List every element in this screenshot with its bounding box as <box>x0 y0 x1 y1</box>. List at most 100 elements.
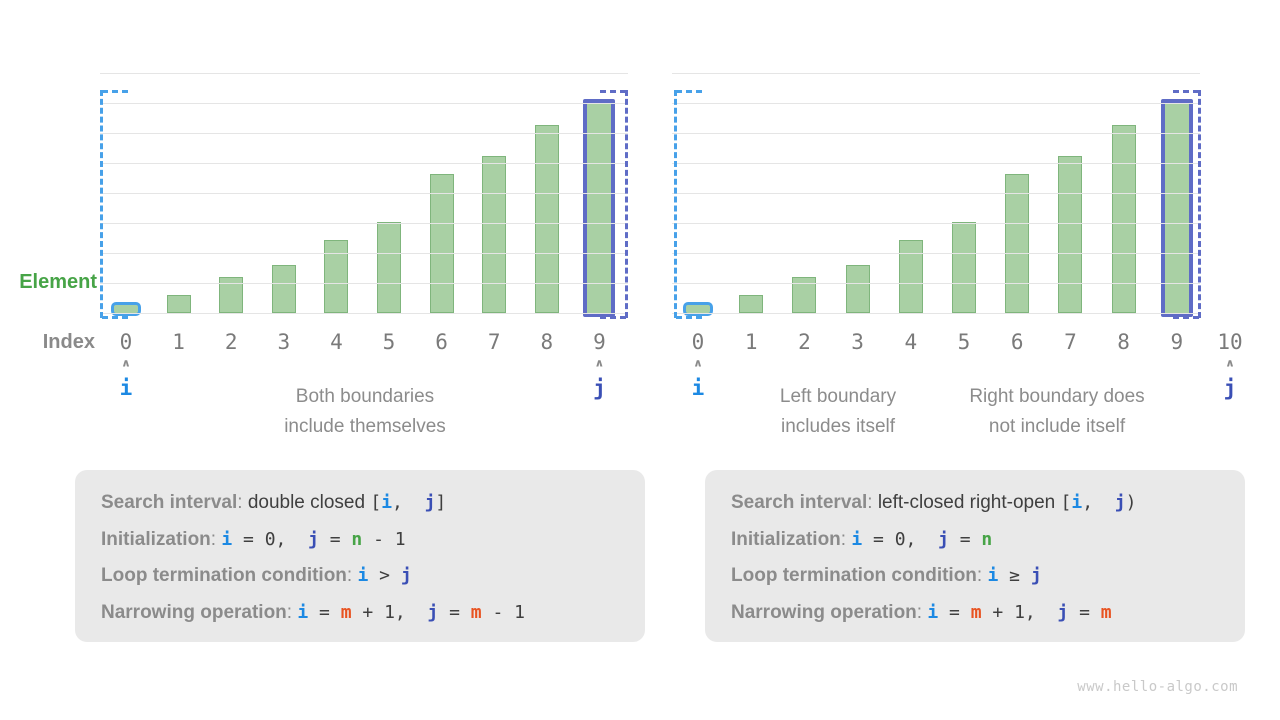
pointer-label-j: j <box>593 376 606 400</box>
gridline <box>672 133 1200 134</box>
index-tick-label: 9 <box>1170 330 1184 354</box>
bar-highlighted-i <box>111 302 141 316</box>
bar <box>952 222 976 313</box>
code-fragment: = <box>438 601 471 623</box>
bar <box>1111 125 1136 313</box>
code-fragment: - 1 <box>481 601 525 623</box>
gridline <box>100 313 628 314</box>
bar <box>271 265 296 313</box>
code-fragment: - 1 <box>362 528 406 550</box>
index-tick-label: 0 <box>691 330 705 354</box>
index-tick-label: 6 <box>1010 330 1024 354</box>
info-box-line: Narrowing operation: i = m + 1, j = m - … <box>101 595 619 632</box>
index-tick-label: 1 <box>744 330 758 354</box>
info-box-line: Search interval: double closed [i, j] <box>101 485 619 522</box>
index-tick-label: 7 <box>487 330 501 354</box>
bar <box>534 125 559 313</box>
code-fragment: n <box>351 528 363 550</box>
interval-left-boundary-dash <box>674 90 677 318</box>
info-box-line: Loop termination condition: i ≥ j <box>731 558 1219 595</box>
bar <box>166 295 191 313</box>
info-box-line: Search interval: left-closed right-open … <box>731 485 1219 522</box>
code-fragment: i <box>357 565 369 587</box>
bar <box>898 240 923 313</box>
bar <box>482 156 507 313</box>
gridline <box>672 313 1200 314</box>
element-axis-label: Element <box>19 271 97 293</box>
code-fragment: m <box>470 601 482 623</box>
bar <box>739 295 764 313</box>
bar <box>377 222 401 313</box>
index-tick-label: 4 <box>330 330 343 354</box>
caret-up-icon: ∧ <box>693 356 703 370</box>
interval-corner-dash <box>600 90 626 93</box>
code-fragment: [ <box>1060 492 1072 513</box>
code-fragment: : <box>346 565 358 587</box>
code-fragment: = <box>938 601 971 623</box>
bar <box>429 174 454 313</box>
pointer-label-j: j <box>1223 376 1237 400</box>
interval-right-boundary-dash <box>1198 90 1201 318</box>
info-box-line: Narrowing operation: i = m + 1, j = m <box>731 595 1219 632</box>
code-fragment: : <box>867 492 878 513</box>
code-fragment: [ <box>370 492 382 513</box>
bar <box>845 265 870 313</box>
code-fragment: > <box>368 565 401 587</box>
caption-left-boundary: Left boundary includes itself <box>779 386 897 437</box>
gridline <box>672 103 1200 104</box>
code-fragment: ≥ <box>998 565 1031 587</box>
chart-left-closed-right-open-interval: j ∧ i ∧ 10 9 8 7 6 5 4 3 2 1 0 <box>672 73 1243 400</box>
gridline <box>100 163 628 164</box>
interval-corner-dash <box>600 316 626 319</box>
interval-corner-dash <box>1173 90 1199 93</box>
index-tick-label: 1 <box>172 330 185 354</box>
info-label: Initialization <box>101 528 211 550</box>
code-fragment: : <box>840 528 852 550</box>
index-tick-label: 2 <box>798 330 811 354</box>
code-fragment: : <box>976 565 988 587</box>
code-fragment: : <box>210 528 222 550</box>
gridline <box>100 73 628 74</box>
info-label: Loop termination condition <box>731 565 977 587</box>
caption-right-boundary: Right boundary does not include itself <box>969 386 1145 437</box>
caret-up-icon: ∧ <box>1225 356 1235 370</box>
gridline <box>672 193 1200 194</box>
bar-highlighted-j <box>583 99 616 317</box>
index-tick-label: 3 <box>277 330 291 354</box>
index-tick-label: 5 <box>382 330 396 354</box>
caret-up-icon: ∧ <box>121 356 131 370</box>
code-fragment: , <box>392 492 425 513</box>
code-fragment: + 1, <box>351 601 428 623</box>
code-fragment: ) <box>1125 492 1137 513</box>
info-box-left-closed-right-open: Search interval: left-closed right-open … <box>705 470 1245 642</box>
gridline <box>672 163 1200 164</box>
code-fragment: ] <box>435 492 447 513</box>
code-fragment: left-closed right-open <box>877 492 1061 513</box>
code-fragment: j <box>1114 492 1126 513</box>
code-fragment: i <box>381 492 393 513</box>
index-tick-label: 5 <box>957 330 971 354</box>
code-fragment: j <box>1057 601 1069 623</box>
code-fragment: j <box>308 528 319 550</box>
code-fragment: n <box>981 528 993 550</box>
code-fragment: + 1, <box>981 601 1058 623</box>
code-fragment: = <box>1068 601 1101 623</box>
interval-right-boundary-dash <box>625 90 628 318</box>
code-fragment: , <box>1082 492 1115 513</box>
code-fragment: i <box>851 528 863 550</box>
gridline <box>100 283 628 284</box>
gridline <box>672 283 1200 284</box>
code-fragment: j <box>938 528 949 550</box>
code-fragment: i <box>221 528 233 550</box>
interval-corner-dash <box>676 316 702 319</box>
code-fragment: i <box>297 601 309 623</box>
gridline <box>100 253 628 254</box>
pointer-label-i: i <box>119 376 133 400</box>
interval-corner-dash <box>1173 316 1199 319</box>
watermark-url: www.hello-algo.com <box>1077 679 1238 695</box>
code-fragment: m <box>970 601 982 623</box>
code-fragment: double closed <box>247 492 371 513</box>
caret-up-icon: ∧ <box>594 356 605 370</box>
code-fragment: m <box>1100 601 1112 623</box>
code-fragment: = <box>318 528 352 550</box>
